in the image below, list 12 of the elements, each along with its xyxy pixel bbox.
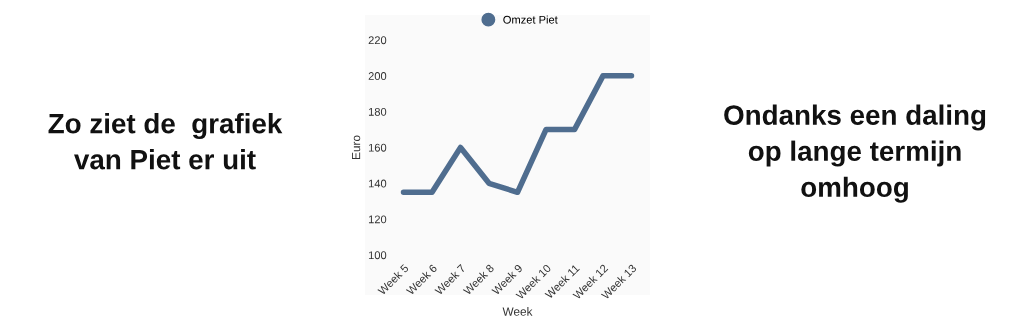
y-tick-label: 100 <box>368 251 387 260</box>
y-tick-label: 140 <box>368 179 387 188</box>
text: Ondanks een daling op lange termijn omhoog <box>724 104 986 203</box>
y-tick-label: 200 <box>368 72 387 80</box>
y-tick-label: 120 <box>368 215 387 224</box>
text: Zo ziet de grafiek van Piet er uit <box>48 113 283 170</box>
legend-label: Omzet Piet <box>503 15 558 24</box>
y-axis-title: Euro <box>352 135 361 159</box>
x-axis-title: Week <box>502 307 533 316</box>
y-tick-label: 220 <box>368 36 387 45</box>
y-tick-label: 160 <box>368 143 387 152</box>
y-tick-label: 180 <box>368 107 387 116</box>
